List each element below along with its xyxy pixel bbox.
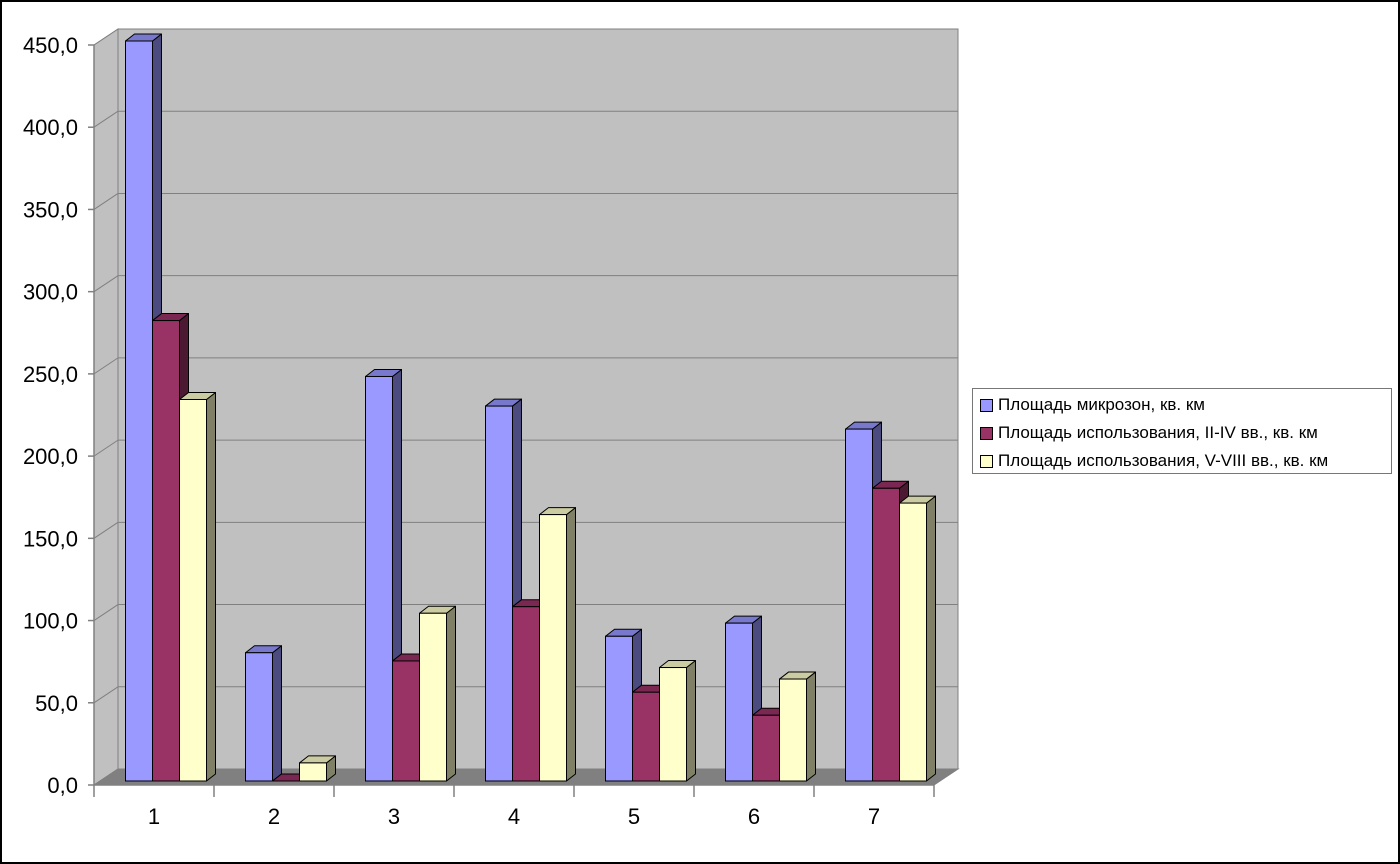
bar-front	[152, 320, 180, 782]
gridline-side	[93, 768, 119, 786]
bar-side	[272, 645, 282, 782]
y-axis-tick-labels: 0,0 50,0 100,0 150,0 200,0 250,0 300,0 350,0 400…	[23, 33, 78, 798]
bar-side	[446, 605, 456, 782]
x-tick-label: 1	[148, 804, 160, 829]
bar	[659, 660, 696, 782]
gridline-side	[93, 28, 119, 46]
gridline-side	[93, 110, 119, 128]
bar-front	[299, 762, 327, 782]
bar-side	[686, 660, 696, 782]
bar-side	[206, 391, 216, 782]
bar-front	[539, 514, 567, 782]
bar-side	[566, 507, 576, 782]
bar-front	[392, 660, 420, 782]
bar	[539, 507, 576, 782]
bar-front	[899, 502, 927, 782]
y-tick-label: 100,0	[23, 609, 78, 634]
bar-front	[845, 428, 873, 782]
bar-front	[485, 405, 513, 782]
bar-front	[179, 398, 207, 782]
y-tick-label: 150,0	[23, 526, 78, 551]
x-tick-label: 5	[628, 804, 640, 829]
gridline-side	[93, 439, 119, 457]
y-tick-label: 200,0	[23, 444, 78, 469]
bar	[899, 495, 936, 782]
legend-item: Площадь микрозон, кв. км	[980, 393, 1205, 417]
legend-label: Площадь использования, V-VIII вв., кв. к…	[998, 451, 1329, 470]
y-tick-label: 250,0	[23, 362, 78, 387]
bar-side	[926, 495, 936, 782]
legend: Площадь микрозон, кв. км Площадь использо…	[972, 388, 1392, 474]
legend-swatch	[980, 454, 993, 468]
bar-front	[779, 678, 807, 782]
y-tick-label: 50,0	[35, 691, 78, 716]
bar	[365, 368, 402, 782]
bar-side	[806, 671, 816, 782]
bar-front	[365, 375, 393, 782]
bar-front	[659, 667, 687, 782]
axes	[88, 44, 935, 797]
bar-front	[419, 612, 447, 782]
bar	[299, 755, 336, 782]
y-tick-label: 450,0	[23, 33, 78, 58]
legend-item: Площадь использования, II-IV вв., кв. км	[980, 421, 1318, 445]
x-tick-label: 3	[388, 804, 400, 829]
legend-label: Площадь использования, II-IV вв., кв. км	[998, 423, 1318, 442]
bar	[179, 391, 216, 782]
y-tick-label: 350,0	[23, 197, 78, 222]
x-axis-tick-labels: 1 2 3 4 5 6 7	[148, 804, 880, 829]
x-tick-label: 7	[868, 804, 880, 829]
y-tick-label: 400,0	[23, 115, 78, 140]
bar-front	[605, 635, 633, 782]
bar-front	[632, 691, 660, 782]
x-tick-label: 4	[508, 804, 520, 829]
bar-front	[125, 40, 153, 782]
gridline-side	[93, 521, 119, 539]
legend-swatch	[980, 398, 993, 412]
gridline-side	[93, 604, 119, 621]
bar-front	[752, 714, 780, 782]
bar-front	[245, 652, 273, 782]
gridline-side	[93, 193, 119, 210]
gridline-side	[93, 357, 119, 375]
legend-item: Площадь использования, V-VIII вв., кв. к…	[980, 449, 1328, 473]
bar-front	[512, 606, 540, 782]
bar-front	[725, 622, 753, 782]
gridline-side	[93, 275, 119, 293]
legend-label: Площадь микрозон, кв. км	[998, 395, 1205, 414]
legend-swatch	[980, 426, 993, 440]
bars	[125, 33, 936, 782]
y-tick-label: 0,0	[47, 773, 78, 798]
bar	[419, 605, 456, 782]
bar	[125, 33, 162, 782]
left-wall	[93, 28, 119, 786]
y-tick-label: 300,0	[23, 280, 78, 305]
bar	[245, 645, 282, 782]
x-tick-label: 6	[748, 804, 760, 829]
gridline-side	[93, 686, 119, 704]
bar-front	[872, 487, 900, 782]
bar	[779, 671, 816, 782]
x-tick-label: 2	[268, 804, 280, 829]
